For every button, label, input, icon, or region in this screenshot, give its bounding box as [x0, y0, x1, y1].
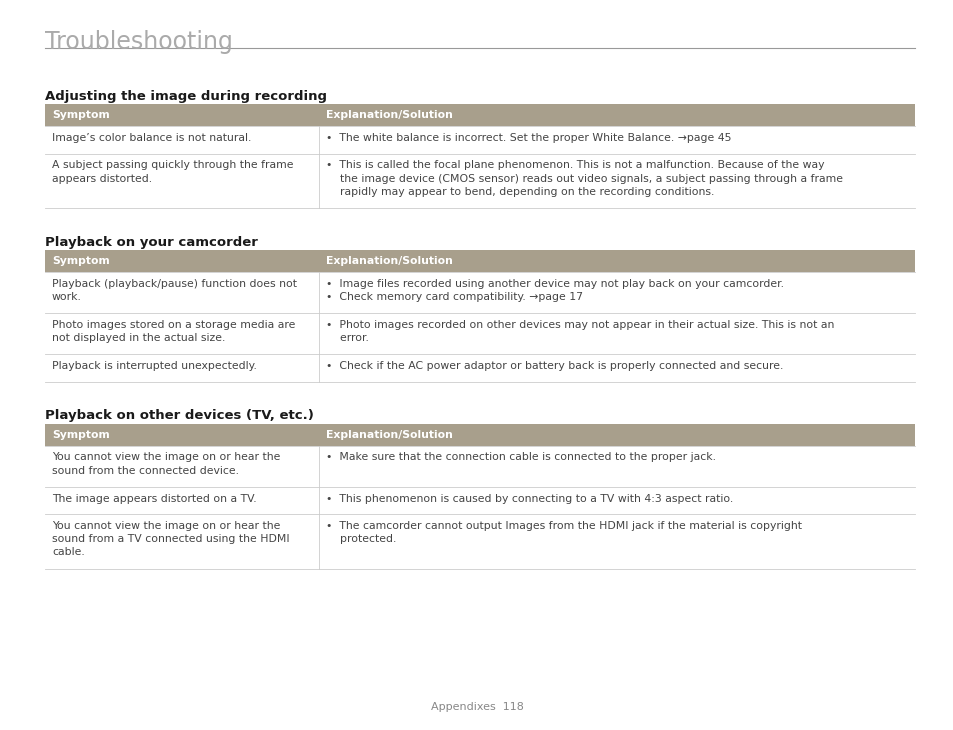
Bar	[45, 153, 914, 208]
Text: •  This is called the focal plane phenomenon. This is not a malfunction. Because: • This is called the focal plane phenome…	[326, 161, 842, 197]
Text: Playback is interrupted unexpectedly.: Playback is interrupted unexpectedly.	[52, 361, 256, 371]
Text: Symptom: Symptom	[52, 429, 110, 439]
Bar	[45, 313, 914, 354]
Bar	[45, 514, 914, 569]
Text: You cannot view the image on or hear the
sound from a TV connected using the HDM: You cannot view the image on or hear the…	[52, 521, 290, 558]
Bar	[45, 354, 914, 382]
Text: Symptom: Symptom	[52, 256, 110, 266]
Text: •  Image files recorded using another device may not play back on your camcorder: • Image files recorded using another dev…	[326, 279, 783, 302]
Text: Explanation/Solution: Explanation/Solution	[326, 429, 453, 439]
Bar	[45, 126, 914, 153]
Text: •  Make sure that the connection cable is connected to the proper jack.: • Make sure that the connection cable is…	[326, 453, 716, 463]
Text: Playback on other devices (TV, etc.): Playback on other devices (TV, etc.)	[45, 410, 314, 423]
Text: Adjusting the image during recording: Adjusting the image during recording	[45, 90, 327, 103]
Bar	[45, 445, 914, 486]
Text: Appendixes  118: Appendixes 118	[430, 702, 523, 712]
Text: Photo images stored on a storage media are
not displayed in the actual size.: Photo images stored on a storage media a…	[52, 320, 295, 343]
Text: •  The camcorder cannot output Images from the HDMI jack if the material is copy: • The camcorder cannot output Images fro…	[326, 521, 801, 544]
Text: Explanation/Solution: Explanation/Solution	[326, 256, 453, 266]
Text: A subject passing quickly through the frame
appears distorted.: A subject passing quickly through the fr…	[52, 161, 294, 184]
Bar	[45, 486, 914, 514]
Text: •  Photo images recorded on other devices may not appear in their actual size. T: • Photo images recorded on other devices…	[326, 320, 834, 343]
Bar	[45, 423, 914, 445]
Text: Playback (playback/pause) function does not
work.: Playback (playback/pause) function does …	[52, 279, 296, 302]
Text: •  The white balance is incorrect. Set the proper White Balance. →page 45: • The white balance is incorrect. Set th…	[326, 133, 731, 143]
Text: Image’s color balance is not natural.: Image’s color balance is not natural.	[52, 133, 251, 143]
Bar	[45, 272, 914, 313]
Bar	[45, 250, 914, 272]
Text: •  This phenomenon is caused by connecting to a TV with 4:3 aspect ratio.: • This phenomenon is caused by connectin…	[326, 493, 733, 504]
Text: Explanation/Solution: Explanation/Solution	[326, 110, 453, 120]
Text: The image appears distorted on a TV.: The image appears distorted on a TV.	[52, 493, 256, 504]
Text: You cannot view the image on or hear the
sound from the connected device.: You cannot view the image on or hear the…	[52, 453, 280, 476]
Bar	[45, 104, 914, 126]
Text: Symptom: Symptom	[52, 110, 110, 120]
Text: Troubleshooting: Troubleshooting	[45, 30, 233, 54]
Text: •  Check if the AC power adaptor or battery back is properly connected and secur: • Check if the AC power adaptor or batte…	[326, 361, 782, 371]
Text: Playback on your camcorder: Playback on your camcorder	[45, 236, 257, 249]
